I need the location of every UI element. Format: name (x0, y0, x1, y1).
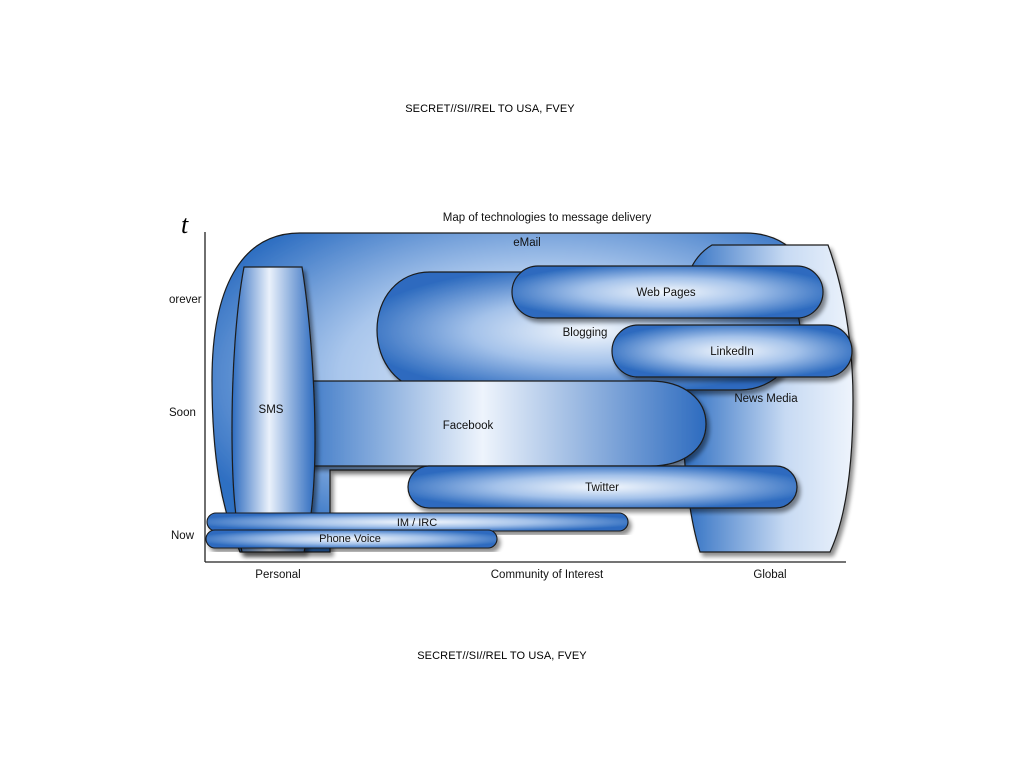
email-label: eMail (513, 237, 540, 249)
facebook-label: Facebook (443, 420, 494, 432)
x-level-global: Global (753, 569, 786, 581)
sms-region (231, 266, 316, 553)
y-level-soon: Soon (169, 407, 196, 419)
web-pages-region (511, 265, 824, 319)
classification-banner-bottom: SECRET//SI//REL TO USA, FVEY (417, 650, 587, 662)
blogging-label: Blogging (563, 327, 608, 339)
x-level-community: Community of Interest (491, 569, 604, 581)
phone-voice-region (205, 529, 498, 549)
news-media-label: News Media (734, 393, 798, 405)
x-level-personal: Personal (255, 569, 300, 581)
phone-voice-label: Phone Voice (319, 533, 381, 545)
im-irc-label: IM / IRC (397, 517, 437, 529)
web-pages-label: Web Pages (636, 287, 695, 299)
twitter-region (407, 465, 798, 509)
time-axis-symbol: t (181, 210, 189, 239)
linkedin-region (611, 324, 853, 378)
sms-label: SMS (259, 404, 284, 416)
y-level-forever: orever (169, 294, 202, 306)
twitter-label: Twitter (585, 482, 619, 494)
facebook-region (299, 380, 707, 467)
diagram-title: Map of technologies to message delivery (443, 212, 652, 224)
linkedin-label: LinkedIn (710, 346, 753, 358)
classification-banner-top: SECRET//SI//REL TO USA, FVEY (405, 103, 575, 115)
y-level-now: Now (171, 530, 195, 542)
